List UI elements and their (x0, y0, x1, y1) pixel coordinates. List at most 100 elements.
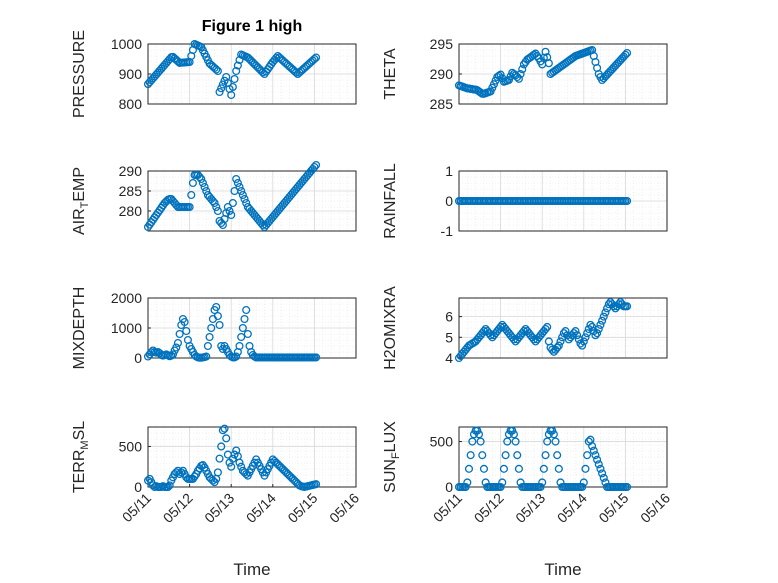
data-point (235, 182, 244, 192)
y-tick-label: 2000 (111, 290, 142, 306)
data-point (312, 53, 321, 62)
data-point (223, 202, 232, 212)
data-point (232, 66, 241, 76)
subplot-mixdepth: 0 1000 2000 MIXDEPTH (71, 287, 357, 370)
data-point (509, 430, 518, 439)
data-point (238, 190, 247, 200)
data-point (173, 338, 183, 348)
data-point (623, 48, 632, 58)
data-point (197, 174, 206, 184)
data-point (586, 320, 595, 329)
data-point (541, 451, 550, 460)
data-point (202, 186, 211, 196)
data-point (163, 482, 173, 492)
data-point (578, 341, 587, 350)
data-point (598, 316, 607, 325)
data-point (202, 352, 211, 361)
data-point (227, 90, 236, 100)
data-point (478, 451, 487, 460)
data-point (208, 196, 217, 206)
axes-box (458, 297, 668, 359)
data-point (579, 337, 588, 346)
y-tick-label: 0 (134, 350, 142, 366)
data-point (591, 331, 600, 340)
data-point (596, 320, 605, 329)
data-point (240, 194, 249, 204)
data-point (553, 451, 562, 460)
data-point (548, 345, 557, 354)
data-point (536, 482, 545, 492)
data-point (556, 337, 565, 346)
data-point (513, 451, 522, 460)
data-point (581, 333, 590, 342)
data-point (479, 464, 489, 473)
data-point (596, 464, 605, 473)
data-point (203, 341, 212, 351)
data-point (228, 82, 237, 92)
plot-area (459, 427, 667, 487)
data-point (240, 314, 249, 324)
y-tick-label: 6 (445, 309, 453, 325)
data-point (509, 335, 518, 344)
data-point (464, 464, 474, 473)
data-point (594, 460, 603, 469)
subplot-h2omixra: 4 5 6 H2OMIXRA (382, 286, 668, 370)
subplot-rainfall: -1 0 1 RAINFALL (382, 163, 668, 239)
x-axis-label: Time (233, 560, 270, 579)
data-point (217, 442, 226, 451)
data-point (312, 353, 321, 362)
data-point (227, 210, 236, 220)
y-tick-label: 5 (445, 329, 453, 345)
data-point (207, 323, 216, 333)
data-point (553, 343, 562, 352)
data-point (227, 462, 236, 471)
data-point (212, 65, 221, 74)
data-point (541, 324, 550, 334)
data-point (213, 66, 222, 76)
y-tick-label: 1000 (111, 320, 142, 336)
data-point (561, 327, 570, 336)
data-point (233, 178, 242, 188)
data-point (232, 446, 241, 455)
data-point (479, 327, 489, 336)
data-point (571, 327, 580, 336)
data-point (237, 332, 246, 342)
data-point (232, 352, 241, 361)
data-point (496, 322, 505, 332)
data-point (212, 302, 221, 312)
data-point (501, 451, 510, 460)
y-tick-label: 295 (430, 36, 454, 52)
data-point (519, 327, 528, 336)
data-point (213, 311, 222, 321)
y-tick-label: 0 (445, 479, 453, 495)
data-point (589, 446, 598, 455)
data-point (215, 454, 224, 463)
data-point (165, 481, 174, 490)
y-tick-label: 900 (119, 66, 143, 82)
axes-box (458, 426, 668, 488)
data-point (543, 322, 552, 332)
data-point (463, 478, 472, 487)
data-point (583, 451, 592, 460)
data-point (623, 482, 632, 492)
data-point (312, 480, 321, 489)
data-point (220, 424, 229, 433)
subplot-air-temp: 280 285 290 AIRTEMP (71, 160, 357, 235)
data-point (215, 87, 224, 97)
data-point (544, 59, 553, 68)
data-point (599, 312, 608, 321)
y-tick-label: 1000 (111, 36, 142, 52)
data-point (461, 482, 470, 492)
data-point (623, 302, 632, 311)
data-point (228, 198, 237, 208)
axes-box (147, 426, 357, 488)
data-point (175, 329, 184, 339)
data-point (593, 455, 602, 464)
data-point (292, 68, 301, 77)
figure-title: Figure 1 high (202, 18, 302, 35)
data-point (242, 305, 251, 315)
data-point (498, 478, 507, 487)
ylabel: MIXDEPTH (71, 287, 88, 370)
data-point (310, 54, 319, 64)
